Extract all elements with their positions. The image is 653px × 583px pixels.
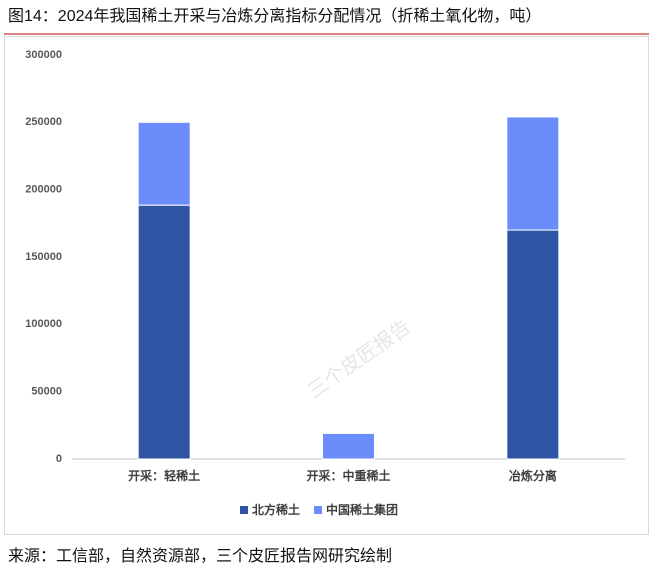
y-tick-label: 50000 [31, 386, 62, 398]
bar-segment [322, 432, 375, 460]
y-tick-label: 0 [56, 453, 62, 465]
watermark: 三个皮匠报告 [304, 315, 415, 403]
x-tick-label: 开采：轻稀土 [128, 468, 200, 483]
bar-segment [506, 116, 560, 231]
source: 来源：工信部，自然资源部，三个皮匠报告网研究绘制 [8, 547, 392, 565]
legend-label: 中国稀土集团 [326, 502, 398, 517]
x-tick-label: 开采：中重稀土 [306, 468, 390, 483]
x-tick-label: 冶炼分离 [509, 468, 557, 483]
y-tick-label: 150000 [25, 251, 62, 263]
bar-segment [137, 204, 191, 460]
legend-swatch [240, 506, 248, 514]
y-tick-label: 200000 [25, 184, 62, 196]
legend-label: 北方稀土 [252, 502, 300, 517]
bar-segment [506, 229, 560, 460]
plot-frame [4, 36, 649, 535]
y-tick-label: 300000 [25, 49, 62, 61]
legend-swatch [314, 506, 323, 514]
y-tick-label: 100000 [25, 318, 62, 330]
y-tick-label: 250000 [25, 116, 62, 128]
bar-segment [137, 121, 191, 206]
chart-title: 图14：2024年我国稀土开采与冶炼分离指标分配情况（折稀土氧化物，吨） [8, 7, 541, 25]
